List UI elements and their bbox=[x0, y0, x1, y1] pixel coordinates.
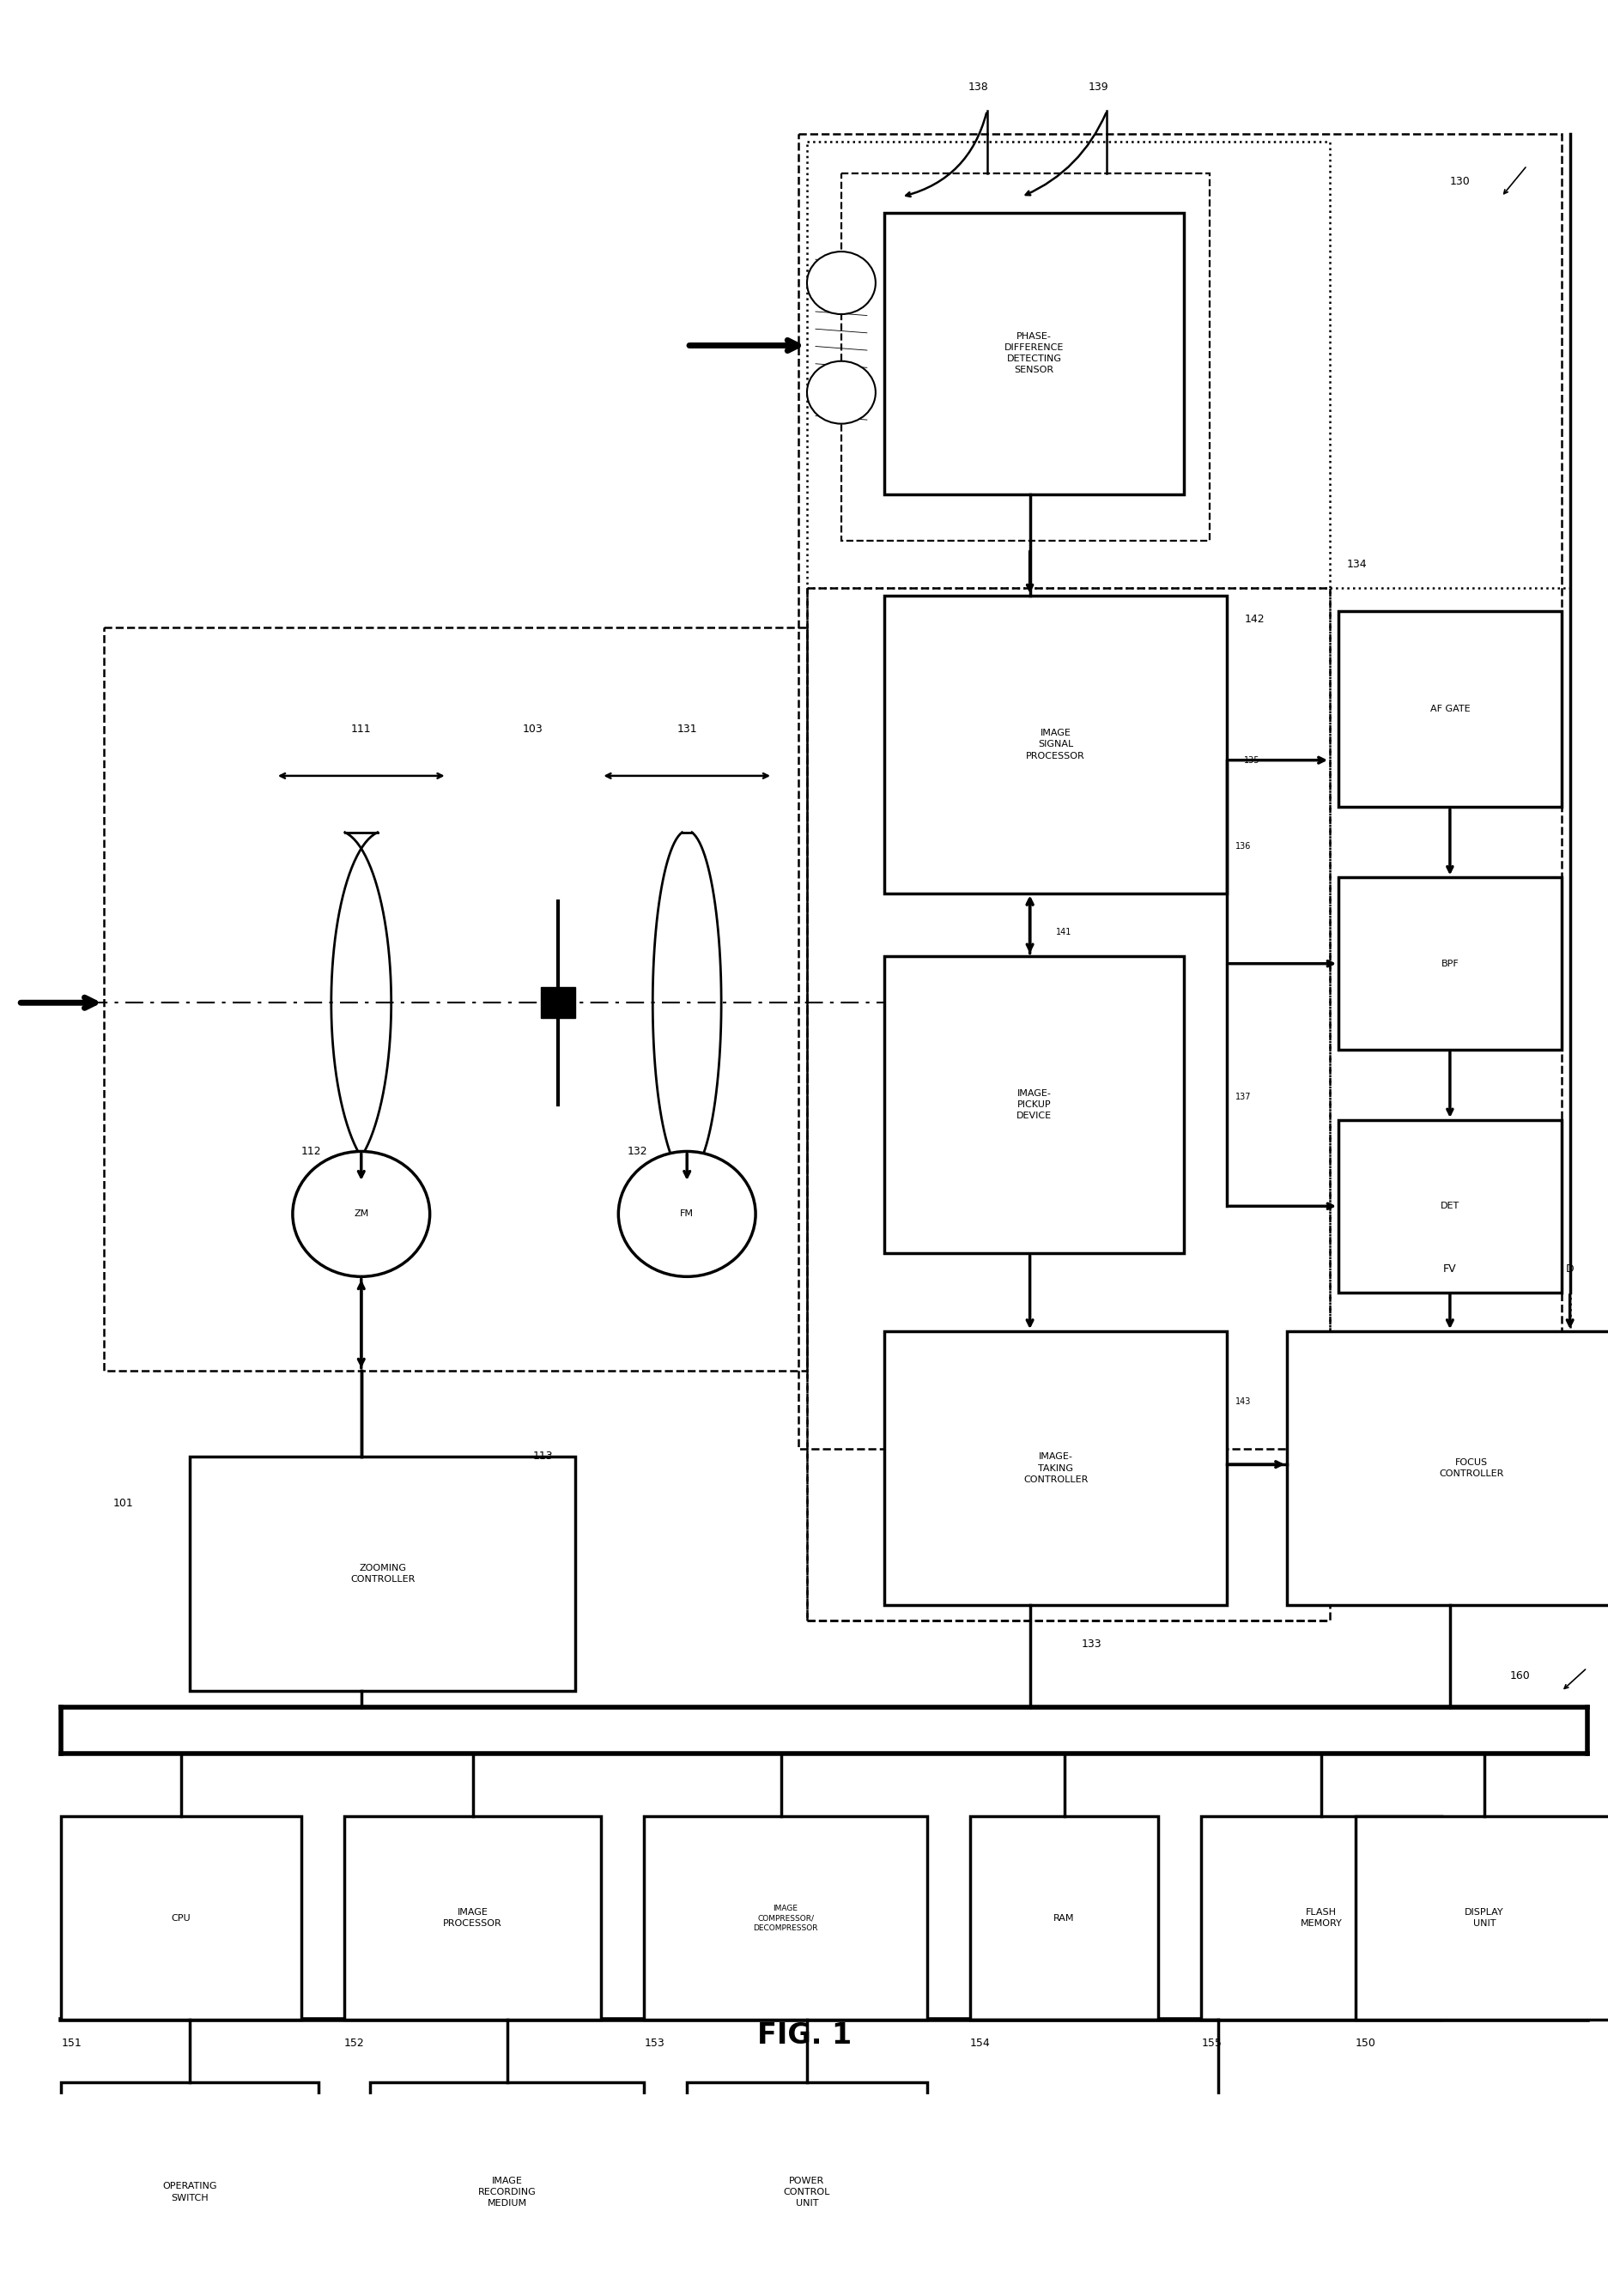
Text: IMAGE-
PICKUP
DEVICE: IMAGE- PICKUP DEVICE bbox=[1016, 1088, 1052, 1120]
Text: FLASH
MEMORY: FLASH MEMORY bbox=[1299, 1908, 1341, 1929]
Text: POWER
CONTROL
UNIT: POWER CONTROL UNIT bbox=[783, 2177, 830, 2209]
FancyBboxPatch shape bbox=[970, 1816, 1158, 2020]
Text: 133: 133 bbox=[1081, 1639, 1101, 1651]
Circle shape bbox=[807, 253, 875, 315]
FancyBboxPatch shape bbox=[1286, 1332, 1608, 1605]
Text: 135: 135 bbox=[1243, 755, 1259, 765]
Text: IMAGE
SIGNAL
PROCESSOR: IMAGE SIGNAL PROCESSOR bbox=[1026, 728, 1084, 760]
Text: 154: 154 bbox=[970, 2039, 991, 2048]
Text: 160: 160 bbox=[1510, 1669, 1529, 1681]
FancyBboxPatch shape bbox=[1338, 877, 1560, 1049]
Text: FM: FM bbox=[680, 1210, 693, 1219]
FancyBboxPatch shape bbox=[1201, 1816, 1441, 2020]
Text: IMAGE
RECORDING
MEDIUM: IMAGE RECORDING MEDIUM bbox=[478, 2177, 535, 2209]
FancyBboxPatch shape bbox=[884, 597, 1227, 893]
FancyBboxPatch shape bbox=[1356, 1816, 1608, 2020]
Text: 138: 138 bbox=[968, 83, 989, 92]
Text: FIG. 1: FIG. 1 bbox=[757, 2020, 851, 2050]
FancyBboxPatch shape bbox=[884, 1332, 1227, 1605]
Text: 139: 139 bbox=[1087, 83, 1108, 92]
FancyBboxPatch shape bbox=[1338, 1120, 1560, 1293]
Text: IMAGE-
TAKING
CONTROLLER: IMAGE- TAKING CONTROLLER bbox=[1023, 1453, 1087, 1483]
Text: 142: 142 bbox=[1243, 613, 1264, 625]
Text: 101: 101 bbox=[113, 1497, 133, 1508]
Text: ZM: ZM bbox=[354, 1210, 368, 1219]
Text: PHASE-
DIFFERENCE
DETECTING
SENSOR: PHASE- DIFFERENCE DETECTING SENSOR bbox=[1003, 333, 1063, 374]
Text: 113: 113 bbox=[532, 1451, 553, 1463]
FancyBboxPatch shape bbox=[884, 214, 1183, 494]
FancyBboxPatch shape bbox=[61, 1816, 301, 2020]
Text: 151: 151 bbox=[61, 2039, 82, 2048]
Text: 143: 143 bbox=[1235, 1398, 1251, 1405]
Text: 155: 155 bbox=[1201, 2039, 1220, 2048]
FancyBboxPatch shape bbox=[190, 1456, 576, 1692]
Text: OPERATING
SWITCH: OPERATING SWITCH bbox=[162, 2181, 217, 2202]
FancyBboxPatch shape bbox=[61, 2082, 318, 2296]
Text: 130: 130 bbox=[1449, 174, 1470, 186]
Text: 112: 112 bbox=[301, 1146, 322, 1157]
FancyBboxPatch shape bbox=[370, 2082, 643, 2296]
Text: 141: 141 bbox=[1055, 928, 1071, 937]
FancyBboxPatch shape bbox=[1338, 611, 1560, 808]
Text: 131: 131 bbox=[677, 723, 696, 735]
Text: 150: 150 bbox=[1356, 2039, 1375, 2048]
Text: ZOOMING
CONTROLLER: ZOOMING CONTROLLER bbox=[351, 1564, 415, 1584]
Text: IMAGE
COMPRESSOR/
DECOMPRESSOR: IMAGE COMPRESSOR/ DECOMPRESSOR bbox=[753, 1903, 817, 1933]
Text: 136: 136 bbox=[1235, 843, 1251, 850]
Text: DISPLAY
UNIT: DISPLAY UNIT bbox=[1463, 1908, 1503, 1929]
Text: 137: 137 bbox=[1235, 1093, 1251, 1100]
Text: 134: 134 bbox=[1346, 558, 1367, 569]
FancyBboxPatch shape bbox=[643, 1816, 926, 2020]
FancyBboxPatch shape bbox=[884, 955, 1183, 1254]
Text: 132: 132 bbox=[627, 1146, 646, 1157]
Circle shape bbox=[293, 1150, 429, 1277]
Text: 103: 103 bbox=[523, 723, 542, 735]
Text: AF GATE: AF GATE bbox=[1430, 705, 1470, 714]
Text: D: D bbox=[1565, 1263, 1573, 1274]
Text: IMAGE
PROCESSOR: IMAGE PROCESSOR bbox=[442, 1908, 502, 1929]
Circle shape bbox=[807, 360, 875, 425]
Text: RAM: RAM bbox=[1053, 1915, 1074, 1922]
Text: BPF: BPF bbox=[1441, 960, 1458, 969]
Text: FV: FV bbox=[1442, 1263, 1455, 1274]
Text: 153: 153 bbox=[643, 2039, 664, 2048]
FancyBboxPatch shape bbox=[687, 2082, 926, 2296]
Text: 111: 111 bbox=[351, 723, 371, 735]
Text: 152: 152 bbox=[344, 2039, 365, 2048]
FancyBboxPatch shape bbox=[540, 987, 576, 1019]
Text: CPU: CPU bbox=[172, 1915, 191, 1922]
FancyBboxPatch shape bbox=[344, 1816, 601, 2020]
Text: FOCUS
CONTROLLER: FOCUS CONTROLLER bbox=[1438, 1458, 1503, 1479]
Circle shape bbox=[617, 1150, 756, 1277]
Text: DET: DET bbox=[1439, 1201, 1458, 1210]
